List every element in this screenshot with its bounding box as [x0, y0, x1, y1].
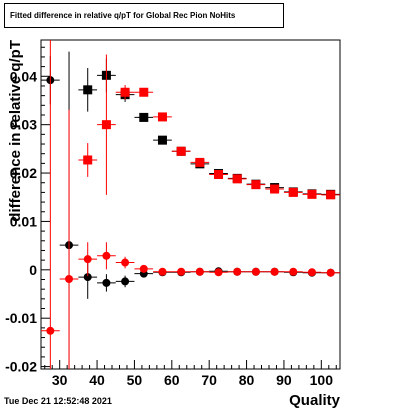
- y-tick-label: -0.02: [5, 359, 37, 375]
- data-point-square: [288, 187, 298, 197]
- data-point-square: [157, 112, 167, 122]
- x-tick-label: 80: [239, 372, 255, 388]
- data-point-circle: [102, 278, 111, 287]
- x-tick-label: 70: [201, 372, 217, 388]
- y-tick-label: 0.04: [10, 68, 37, 84]
- x-tick-label: 60: [164, 372, 180, 388]
- data-point-square: [83, 155, 93, 165]
- x-tick-label: 90: [276, 372, 292, 388]
- axis-ticks: [41, 46, 337, 369]
- data-point-circle: [83, 255, 92, 264]
- data-point-square: [157, 135, 167, 145]
- y-tick-label: 0.01: [10, 213, 37, 229]
- data-point-circle: [326, 268, 335, 277]
- data-point-circle: [214, 268, 223, 277]
- x-tick-label: 30: [52, 372, 68, 388]
- data-point-circle: [102, 251, 111, 260]
- data-point-circle: [139, 264, 148, 273]
- data-point-circle: [121, 277, 130, 286]
- data-point-square: [326, 190, 336, 200]
- plot-frame: [40, 39, 341, 370]
- tick-labels: 30 40 50 60 70 80 90 100 -0.02 -0.01 0 0.01 0.02 0.03…: [5, 68, 333, 388]
- x-tick-label: 100: [310, 372, 334, 388]
- data-point-square: [120, 87, 130, 97]
- data-point-square: [139, 87, 149, 97]
- data-point-square: [270, 184, 280, 194]
- x-tick-label: 40: [89, 372, 105, 388]
- data-point-circle: [289, 267, 298, 276]
- y-tick-label: -0.01: [5, 310, 37, 326]
- y-tick-label: 0: [29, 262, 37, 278]
- data-point-circle: [158, 267, 167, 276]
- data-point-circle: [307, 268, 316, 277]
- data-point-square: [251, 180, 261, 190]
- x-axis-label: Quality: [289, 392, 341, 409]
- data-point-circle: [65, 275, 74, 284]
- data-point-circle: [270, 267, 279, 276]
- data-point-square: [83, 85, 93, 95]
- data-point-circle: [83, 273, 92, 282]
- data-point-square: [214, 170, 224, 180]
- y-axis-label: difference in relative q/pT: [7, 40, 24, 222]
- data-point-square: [232, 174, 242, 184]
- y-tick-label: 0.02: [10, 165, 37, 181]
- data-point-square: [307, 189, 317, 199]
- data-point-circle: [177, 267, 186, 276]
- data-point-square: [195, 157, 205, 167]
- data-point-square: [176, 146, 186, 156]
- data-point-circle: [121, 258, 130, 267]
- y-tick-label: 0.03: [10, 117, 37, 133]
- data-point-circle: [251, 267, 260, 276]
- data-point-circle: [195, 267, 204, 276]
- data-points: [41, 40, 340, 369]
- timestamp: Tue Dec 21 12:52:48 2021: [4, 396, 112, 406]
- x-tick-label: 50: [127, 372, 143, 388]
- chart-title: Fitted difference in relative q/pT for G…: [4, 3, 284, 28]
- data-point-circle: [46, 326, 55, 335]
- data-point-circle: [233, 267, 242, 276]
- data-point-square: [139, 112, 149, 122]
- data-point-square: [101, 120, 111, 130]
